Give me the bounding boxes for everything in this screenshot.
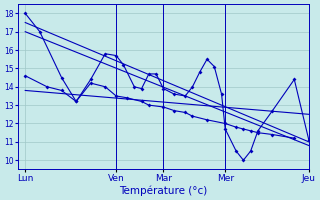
X-axis label: Température (°c): Température (°c) [119, 185, 208, 196]
